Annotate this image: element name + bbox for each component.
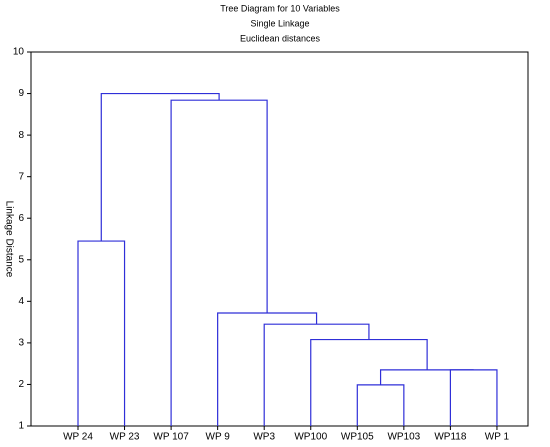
dendrogram-link bbox=[217, 312, 318, 426]
y-tick-label: 3 bbox=[18, 338, 24, 349]
y-tick-label: 1 bbox=[18, 421, 24, 432]
y-tick-label: 7 bbox=[18, 171, 24, 182]
chart-title: Tree Diagram for 10 Variables bbox=[220, 3, 340, 13]
y-tick-label: 10 bbox=[13, 47, 25, 58]
x-tick-label: WP 107 bbox=[153, 432, 189, 443]
y-tick-label: 9 bbox=[18, 88, 24, 99]
chart-subtitle: Euclidean distances bbox=[240, 33, 321, 43]
y-tick-label: 4 bbox=[18, 296, 24, 307]
y-axis-label: Linkage Distance bbox=[3, 201, 14, 278]
x-tick-label: WP 24 bbox=[63, 432, 93, 443]
y-tick-label: 5 bbox=[18, 254, 24, 265]
plot-frame bbox=[30, 51, 529, 427]
x-tick-label: WP 1 bbox=[485, 432, 510, 443]
x-tick-label: WP118 bbox=[434, 432, 466, 443]
y-tick-label: 2 bbox=[18, 379, 24, 390]
x-tick-label: WP 23 bbox=[110, 432, 140, 443]
y-tick-label: 6 bbox=[18, 213, 24, 224]
dendrogram-link bbox=[379, 369, 474, 385]
y-tick-label: 8 bbox=[18, 130, 24, 141]
dendrogram-link bbox=[263, 323, 370, 426]
dendrogram-link bbox=[100, 92, 220, 242]
chart-subtitle: Single Linkage bbox=[250, 18, 309, 28]
x-tick-label: WP100 bbox=[294, 432, 327, 443]
dendrogram-link bbox=[77, 240, 126, 426]
x-tick-label: WP 9 bbox=[206, 432, 231, 443]
x-tick-label: WP3 bbox=[253, 432, 275, 443]
x-tick-label: WP105 bbox=[341, 432, 374, 443]
x-tick-label: WP103 bbox=[387, 432, 420, 443]
